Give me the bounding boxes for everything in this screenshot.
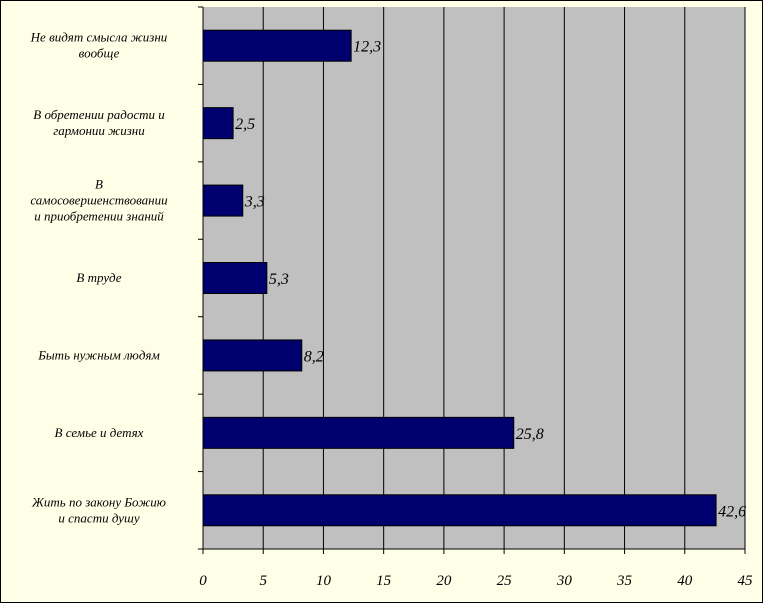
category-label-line: В обретении радости и [33, 107, 165, 122]
x-tick-label-0: 0 [199, 573, 207, 589]
x-tick-label-4: 20 [436, 573, 452, 589]
category-label-line: Не видят смысла жизни [30, 30, 168, 45]
data-label-6: 42,6 [718, 503, 746, 520]
category-label-4: Быть нужным людям [37, 347, 160, 362]
data-label-1: 2,5 [235, 116, 255, 133]
category-label-line: вообще [79, 46, 120, 61]
bar-1 [202, 107, 234, 140]
x-tick-label-8: 40 [677, 573, 693, 589]
x-tick-label-1: 5 [259, 573, 267, 589]
category-label-line: Жить по закону Божию [31, 494, 166, 509]
category-label-5: В семье и детях [55, 425, 144, 440]
category-label-line: гармонии жизни [53, 123, 145, 138]
category-label-line: В семье и детях [55, 425, 144, 440]
bar-2 [202, 184, 244, 217]
category-label-line: и спасти душу [58, 510, 139, 525]
bar-4 [202, 339, 303, 372]
category-label-3: В труде [76, 270, 121, 285]
x-tick-label-2: 10 [316, 573, 332, 589]
x-tick-label-5: 25 [497, 573, 513, 589]
bar-0 [202, 29, 352, 62]
plot-background [203, 7, 745, 549]
data-label-5: 25,8 [516, 426, 544, 443]
category-label-1: В обретении радости и гармонии жизни [33, 107, 165, 138]
x-tick-label-6: 30 [556, 573, 573, 589]
data-label-3: 5,3 [269, 271, 289, 288]
category-label-6: Жить по закону Божию и спасти душу [31, 494, 166, 525]
bar-6 [202, 494, 717, 527]
x-tick-label-7: 35 [616, 573, 633, 589]
category-label-line: самосовершенствовании [30, 193, 168, 208]
category-label-line: В [95, 177, 103, 192]
x-tick-label-9: 45 [738, 573, 754, 589]
category-label-line: В труде [76, 270, 121, 285]
bar-3 [202, 262, 268, 294]
bar-5 [202, 416, 515, 449]
category-label-line: Быть нужным людям [37, 347, 160, 362]
category-label-0: Не видят смысла жизни вообще [30, 30, 168, 61]
data-label-0: 12,3 [353, 39, 381, 56]
x-tick-label-3: 15 [376, 573, 392, 589]
category-label-line: и приобретении знаний [34, 209, 164, 224]
data-label-4: 8,2 [304, 348, 324, 365]
data-label-2: 3,3 [244, 194, 265, 211]
